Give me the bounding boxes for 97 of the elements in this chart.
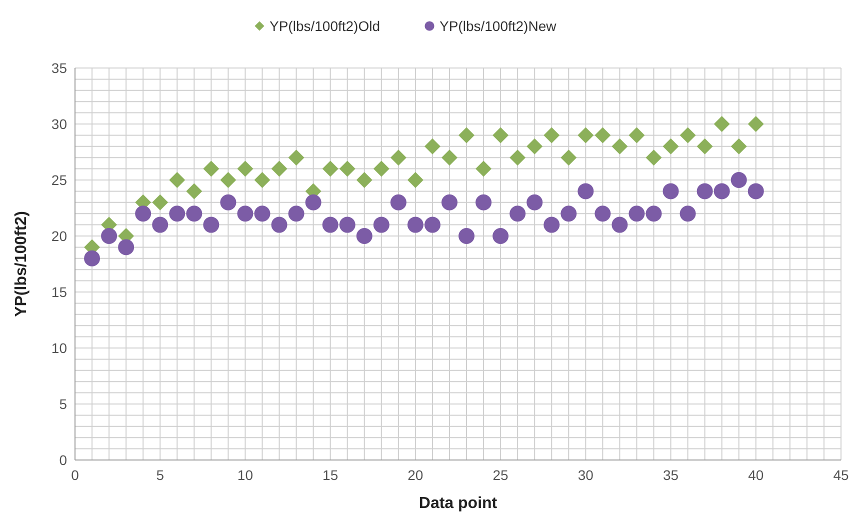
point (305, 194, 322, 210)
point (390, 194, 406, 210)
point (356, 172, 372, 188)
point (492, 127, 509, 144)
point (186, 206, 202, 222)
y-tick-label: 30 (51, 116, 68, 132)
y-tick-label: 5 (59, 396, 68, 412)
point (730, 138, 747, 154)
y-tick-label: 10 (51, 340, 68, 356)
point (203, 216, 220, 233)
point (714, 116, 730, 132)
point (612, 216, 628, 233)
y-tick-label: 20 (51, 228, 68, 244)
point (220, 172, 236, 188)
point (271, 216, 288, 233)
point (458, 127, 475, 144)
x-tick-label: 45 (833, 467, 849, 483)
point (339, 216, 356, 233)
x-tick-label: 40 (748, 467, 764, 483)
point (339, 160, 356, 177)
y-tick-label: 15 (51, 284, 68, 300)
point (441, 150, 458, 166)
y-tick-label: 25 (51, 172, 68, 188)
point (288, 206, 304, 222)
legend-label: YP(lbs/100ft2)Old (270, 18, 380, 34)
x-tick-label: 25 (492, 467, 509, 483)
x-axis-title: Data point (418, 495, 498, 512)
point (152, 216, 168, 233)
point (526, 138, 543, 154)
point (356, 228, 372, 244)
point (628, 127, 645, 144)
point (680, 206, 696, 222)
point (748, 183, 764, 200)
point (696, 183, 713, 200)
x-tick-label: 15 (322, 467, 338, 483)
point (101, 228, 118, 244)
point (169, 172, 186, 188)
point (510, 150, 526, 166)
x-tick-label: 10 (237, 467, 254, 483)
legend-label: YP(lbs/100ft2)New (440, 18, 558, 34)
point (594, 206, 611, 222)
point (714, 183, 730, 200)
point (322, 216, 338, 233)
point (612, 138, 628, 154)
point (578, 183, 594, 200)
point (492, 228, 509, 244)
point (237, 160, 254, 177)
point (594, 127, 611, 144)
point (510, 206, 526, 222)
point (730, 172, 747, 188)
point (390, 150, 406, 166)
point (152, 194, 168, 210)
point (560, 206, 577, 222)
point (424, 138, 440, 154)
point (407, 172, 424, 188)
y-tick-label: 0 (59, 452, 68, 468)
point (476, 160, 492, 177)
point (288, 150, 304, 166)
point (237, 206, 254, 222)
x-tick-label: 20 (408, 467, 424, 483)
point (458, 228, 475, 244)
point (646, 150, 662, 166)
point (271, 160, 288, 177)
point (441, 194, 458, 210)
point (169, 206, 186, 222)
x-tick-label: 35 (662, 467, 679, 483)
y-tick-label: 35 (51, 60, 68, 76)
point (680, 127, 696, 144)
point (203, 160, 220, 177)
point (322, 160, 338, 177)
point (696, 138, 713, 154)
point (544, 216, 560, 233)
x-tick-label: 30 (578, 467, 594, 483)
point (544, 127, 560, 144)
point (118, 239, 134, 256)
point (628, 206, 645, 222)
point (373, 160, 390, 177)
point (662, 183, 679, 200)
point (135, 206, 152, 222)
point (646, 206, 662, 222)
x-tick-label: 5 (156, 467, 164, 483)
point (560, 150, 577, 166)
point (84, 250, 100, 266)
point (748, 116, 764, 132)
point (424, 216, 440, 233)
point (254, 172, 270, 188)
point (662, 138, 679, 154)
point (220, 194, 236, 210)
point (407, 216, 424, 233)
point (578, 127, 594, 144)
x-tick-label: 0 (71, 467, 80, 483)
point (186, 183, 202, 200)
point (526, 194, 543, 210)
point (254, 206, 270, 222)
point (476, 194, 492, 210)
y-axis-title: YP(lbs/100ft2) (13, 211, 30, 317)
point (373, 216, 390, 233)
